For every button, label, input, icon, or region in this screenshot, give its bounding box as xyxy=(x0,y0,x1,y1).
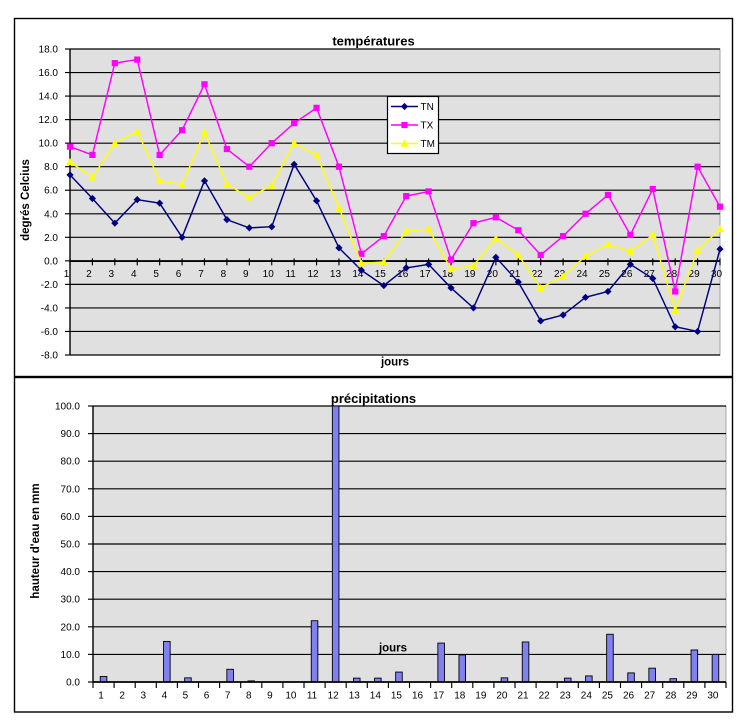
svg-text:2: 2 xyxy=(119,690,125,701)
svg-text:8.0: 8.0 xyxy=(44,162,58,173)
svg-text:5: 5 xyxy=(153,269,159,280)
svg-text:13: 13 xyxy=(330,269,342,280)
svg-text:16.0: 16.0 xyxy=(39,68,59,79)
svg-text:2.0: 2.0 xyxy=(44,233,58,244)
svg-text:1: 1 xyxy=(98,690,104,701)
svg-text:8: 8 xyxy=(246,690,252,701)
svg-text:14: 14 xyxy=(370,690,382,701)
svg-text:80.0: 80.0 xyxy=(61,457,81,468)
svg-text:0.0: 0.0 xyxy=(66,678,80,689)
svg-text:24: 24 xyxy=(576,269,588,280)
svg-text:4: 4 xyxy=(131,269,137,280)
svg-text:2: 2 xyxy=(86,269,92,280)
svg-text:0.0: 0.0 xyxy=(44,256,58,267)
svg-text:10.0: 10.0 xyxy=(39,139,59,150)
svg-text:14.0: 14.0 xyxy=(39,92,59,103)
svg-text:23: 23 xyxy=(560,690,572,701)
svg-text:4: 4 xyxy=(162,690,168,701)
svg-text:27: 27 xyxy=(644,269,656,280)
svg-text:70.0: 70.0 xyxy=(61,484,81,495)
svg-text:22: 22 xyxy=(539,690,551,701)
svg-text:6.0: 6.0 xyxy=(44,186,58,197)
svg-text:90.0: 90.0 xyxy=(61,429,81,440)
svg-text:40.0: 40.0 xyxy=(61,567,81,578)
svg-text:12: 12 xyxy=(328,690,340,701)
svg-text:-2.0: -2.0 xyxy=(41,280,59,291)
svg-text:100.0: 100.0 xyxy=(55,402,80,413)
svg-text:21: 21 xyxy=(517,690,529,701)
svg-text:-4.0: -4.0 xyxy=(41,303,59,314)
svg-text:23: 23 xyxy=(554,269,566,280)
svg-text:25: 25 xyxy=(599,269,611,280)
svg-text:30: 30 xyxy=(707,690,719,701)
svg-text:26: 26 xyxy=(621,269,633,280)
svg-text:28: 28 xyxy=(665,690,677,701)
svg-text:3: 3 xyxy=(109,269,115,280)
svg-text:précipitations: précipitations xyxy=(331,391,416,406)
svg-text:18.0: 18.0 xyxy=(39,45,59,56)
svg-text:hauteur d'eau en mm: hauteur d'eau en mm xyxy=(30,483,42,598)
svg-text:17: 17 xyxy=(420,269,432,280)
svg-text:3: 3 xyxy=(140,690,146,701)
svg-text:16: 16 xyxy=(397,269,409,280)
svg-text:TX: TX xyxy=(421,121,434,132)
svg-text:-8.0: -8.0 xyxy=(41,351,59,362)
svg-text:60.0: 60.0 xyxy=(61,512,81,523)
svg-text:30: 30 xyxy=(711,269,723,280)
svg-text:29: 29 xyxy=(686,690,698,701)
svg-text:24: 24 xyxy=(581,690,593,701)
svg-text:11: 11 xyxy=(307,690,318,701)
svg-text:jours: jours xyxy=(378,643,407,655)
svg-text:22: 22 xyxy=(532,269,544,280)
svg-text:degrés Celcius: degrés Celcius xyxy=(20,159,32,241)
svg-text:TM: TM xyxy=(421,139,435,150)
svg-text:18: 18 xyxy=(442,269,454,280)
svg-text:25: 25 xyxy=(602,690,614,701)
svg-text:27: 27 xyxy=(644,690,656,701)
svg-text:-6.0: -6.0 xyxy=(41,327,59,338)
svg-text:15: 15 xyxy=(391,690,403,701)
svg-text:19: 19 xyxy=(464,269,476,280)
svg-text:10.0: 10.0 xyxy=(61,650,81,661)
svg-text:26: 26 xyxy=(623,690,635,701)
svg-text:19: 19 xyxy=(475,690,487,701)
svg-text:16: 16 xyxy=(412,690,424,701)
svg-text:15: 15 xyxy=(375,269,387,280)
svg-text:4.0: 4.0 xyxy=(44,209,58,220)
svg-text:6: 6 xyxy=(204,690,210,701)
svg-text:7: 7 xyxy=(225,690,231,701)
svg-text:TN: TN xyxy=(421,102,434,113)
svg-text:12.0: 12.0 xyxy=(39,115,59,126)
svg-text:20: 20 xyxy=(487,269,499,280)
svg-text:9: 9 xyxy=(267,690,273,701)
svg-text:jours: jours xyxy=(380,357,409,369)
svg-text:20: 20 xyxy=(496,690,508,701)
svg-text:13: 13 xyxy=(349,690,361,701)
svg-text:29: 29 xyxy=(689,269,701,280)
svg-text:20.0: 20.0 xyxy=(61,622,81,633)
svg-text:5: 5 xyxy=(183,690,189,701)
svg-text:30.0: 30.0 xyxy=(61,595,81,606)
svg-text:9: 9 xyxy=(243,269,249,280)
svg-text:21: 21 xyxy=(509,269,521,280)
svg-text:17: 17 xyxy=(433,690,445,701)
svg-text:11: 11 xyxy=(285,269,296,280)
svg-text:10: 10 xyxy=(285,690,297,701)
svg-text:8: 8 xyxy=(221,269,227,280)
svg-text:18: 18 xyxy=(454,690,466,701)
svg-text:50.0: 50.0 xyxy=(61,540,81,551)
svg-text:14: 14 xyxy=(352,269,364,280)
svg-text:températures: températures xyxy=(332,34,414,49)
svg-text:1: 1 xyxy=(64,269,70,280)
svg-text:12: 12 xyxy=(307,269,319,280)
svg-text:7: 7 xyxy=(198,269,204,280)
svg-text:10: 10 xyxy=(263,269,275,280)
svg-text:6: 6 xyxy=(176,269,182,280)
